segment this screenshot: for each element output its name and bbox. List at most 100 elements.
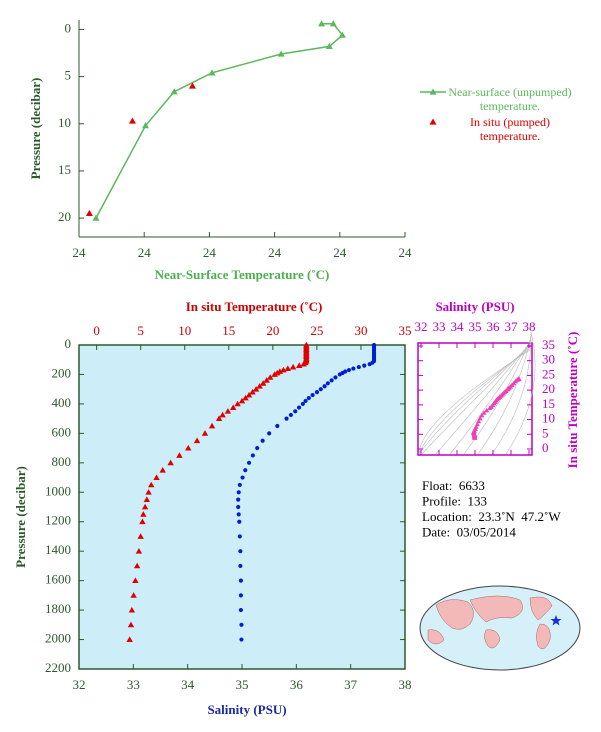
marker [236,497,241,502]
marker [293,409,298,414]
marker [351,366,356,371]
marker [277,50,285,57]
marker [133,562,141,569]
marker [256,383,263,389]
y-tick-label: 0 [65,336,72,351]
marker [126,636,133,642]
marker [246,460,252,465]
y-tick-label: 15 [58,162,71,177]
marker [271,371,278,377]
x-tick-label: 34 [451,319,465,334]
x2-tick-label: 0 [93,323,100,338]
legend-label: Near-surface (unpumped) temperature. [448,85,572,113]
marker [135,547,143,554]
marker [237,534,242,539]
y-tick-label: 1800 [45,601,71,616]
marker [306,395,311,401]
world-map [419,585,581,671]
marker [300,360,307,367]
y-tick-label: 1200 [45,513,71,528]
y-tick-label: 15 [542,396,555,411]
marker [85,209,93,217]
marker [224,408,232,414]
x-tick-label: 24 [268,245,282,260]
contour [477,335,532,455]
marker [260,438,265,443]
marker [141,503,149,510]
marker [193,437,201,444]
marker [245,391,253,398]
marker [137,533,144,539]
y-tick-label: 800 [52,454,72,469]
marker [130,592,137,598]
marker [249,388,256,395]
marker [472,435,478,440]
legend-marker [429,88,437,95]
marker [296,405,302,410]
y-tick-label: 5 [542,425,549,440]
legend-label: In situ (pumped) temperature. [470,115,550,143]
marker [208,69,216,76]
marker [243,468,248,473]
marker [329,378,334,383]
y-tick-label: 20 [58,209,71,224]
marker [148,481,155,488]
marker [140,511,147,517]
marker [318,20,326,27]
marker [362,363,367,368]
marker [239,622,244,627]
marker [479,412,485,418]
marker [310,392,315,398]
x-axis-label: Salinity (PSU) [207,702,286,717]
marker [333,375,338,380]
marker [280,366,287,373]
y-tick-label: 5 [65,68,72,83]
marker [153,474,160,480]
marker [236,504,241,510]
x2-tick-label: 5 [137,323,144,338]
x-tick-label: 24 [399,245,413,260]
legend-marker [429,118,437,125]
marker [242,394,249,401]
marker [128,606,136,613]
y-tick-label: 10 [58,115,71,130]
y-tick-label: 35 [542,337,555,352]
x2-tick-label: 20 [266,323,279,338]
x-tick-label: 38 [523,319,536,334]
marker [236,512,241,517]
marker [234,400,241,407]
marker [238,397,246,404]
marker [303,398,308,404]
marker [263,377,270,383]
marker [215,415,223,422]
marker [236,490,241,495]
marker [237,519,242,524]
marker [267,431,272,436]
y-tick-label: 0 [65,20,72,35]
contour [418,345,532,455]
y-tick-label: 30 [542,352,555,367]
contour [418,349,531,455]
info-line: Date: 03/05/2014 [422,524,516,539]
x-axis-label: Salinity (PSU) [435,299,514,314]
marker [238,578,243,583]
x-tick-label: 37 [505,319,519,334]
marker [176,452,183,458]
y-tick-label: 200 [52,365,72,380]
x2-tick-label: 30 [354,323,367,338]
plot-area [78,344,406,670]
marker [296,362,303,369]
y-axis-label: Pressure (decibar) [28,78,43,180]
x-tick-label: 36 [290,677,304,692]
marker [255,446,260,451]
marker [159,466,166,473]
marker [143,496,151,503]
marker [284,365,292,371]
x-tick-label: 35 [469,319,482,334]
marker [238,608,243,613]
x-tick-label: 36 [487,319,501,334]
x2-tick-label: 10 [178,323,191,338]
x2-axis-label: In situ Temperature (˚C) [186,299,323,314]
